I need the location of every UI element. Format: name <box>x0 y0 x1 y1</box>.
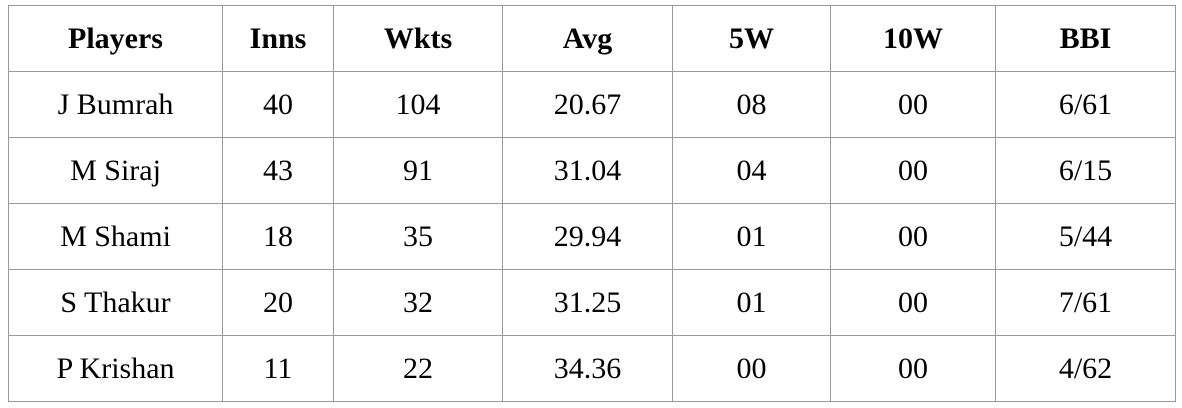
table-cell: 08 <box>672 71 831 138</box>
table-cell: S Thakur <box>8 269 223 336</box>
table-cell: 31.04 <box>502 137 673 204</box>
table-cell: 00 <box>830 269 996 336</box>
table-row: J Bumrah 40 104 20.67 08 00 6/61 <box>8 71 1176 138</box>
table-cell: 20.67 <box>502 71 673 138</box>
table-cell: 01 <box>672 269 831 336</box>
header-cell: 10W <box>830 5 996 72</box>
table-row: M Siraj 43 91 31.04 04 00 6/15 <box>8 137 1176 204</box>
header-cell: Wkts <box>333 5 503 72</box>
table-cell: 4/62 <box>995 335 1176 402</box>
table-cell: 00 <box>830 137 996 204</box>
header-cell: Inns <box>222 5 334 72</box>
table-row: P Krishan 11 22 34.36 00 00 4/62 <box>8 335 1176 402</box>
table-cell: 104 <box>333 71 503 138</box>
header-row: Players Inns Wkts Avg 5W 10W BBI <box>8 5 1176 72</box>
table-cell: 04 <box>672 137 831 204</box>
table-cell: 20 <box>222 269 334 336</box>
table-cell: M Siraj <box>8 137 223 204</box>
header-cell: BBI <box>995 5 1176 72</box>
table-cell: 01 <box>672 203 831 270</box>
stats-table: Players Inns Wkts Avg 5W 10W BBI J Bumrah 40 104… <box>8 5 1176 402</box>
table-cell: 35 <box>333 203 503 270</box>
table-cell: 31.25 <box>502 269 673 336</box>
table-cell: 32 <box>333 269 503 336</box>
table-cell: 29.94 <box>502 203 673 270</box>
table-cell: 00 <box>672 335 831 402</box>
table-cell: 91 <box>333 137 503 204</box>
table-body: J Bumrah 40 104 20.67 08 00 6/61 M Siraj 43 91 31.… <box>8 71 1176 402</box>
table-cell: 00 <box>830 335 996 402</box>
table-cell: 18 <box>222 203 334 270</box>
table-cell: 6/15 <box>995 137 1176 204</box>
header-cell: Players <box>8 5 223 72</box>
table-cell: 43 <box>222 137 334 204</box>
table-cell: P Krishan <box>8 335 223 402</box>
table-cell: 6/61 <box>995 71 1176 138</box>
table-cell: 34.36 <box>502 335 673 402</box>
table-row: S Thakur 20 32 31.25 01 00 7/61 <box>8 269 1176 336</box>
table-cell: 00 <box>830 203 996 270</box>
table-row: M Shami 18 35 29.94 01 00 5/44 <box>8 203 1176 270</box>
table-cell: J Bumrah <box>8 71 223 138</box>
table-cell: 00 <box>830 71 996 138</box>
table-cell: 11 <box>222 335 334 402</box>
table-cell: 5/44 <box>995 203 1176 270</box>
header-cell: Avg <box>502 5 673 72</box>
header-cell: 5W <box>672 5 831 72</box>
table-cell: 40 <box>222 71 334 138</box>
table-cell: 22 <box>333 335 503 402</box>
table-cell: 7/61 <box>995 269 1176 336</box>
table-cell: M Shami <box>8 203 223 270</box>
